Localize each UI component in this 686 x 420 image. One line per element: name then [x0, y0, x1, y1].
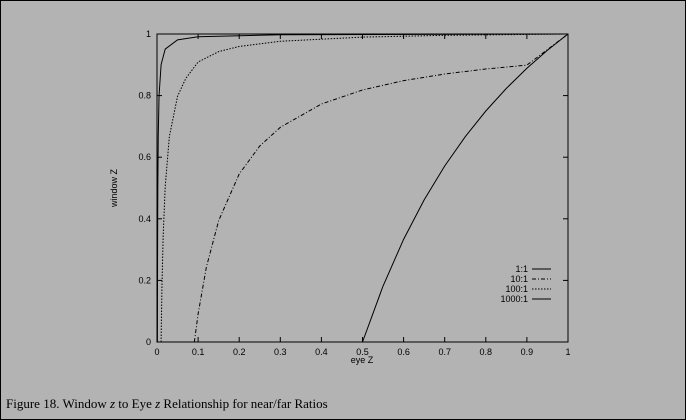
y-tick-label: 0.6 [138, 152, 151, 162]
x-tick-label: 0.1 [192, 347, 205, 357]
x-tick-label: 0.8 [480, 347, 493, 357]
y-tick-label: 0.2 [138, 275, 151, 285]
legend-label: 10:1 [510, 274, 528, 284]
x-axis-ticks: 0 0.1 0.2 0.3 0.4 0.5 0.6 0.7 0.8 0.9 1 [154, 34, 571, 357]
series-line-1000-to-1 [156, 33, 569, 343]
series-layer [156, 33, 569, 343]
x-axis-title: eye Z [351, 355, 374, 365]
y-tick-label: 0.4 [138, 214, 151, 224]
x-tick-label: 0.4 [315, 347, 328, 357]
caption-prefix: Figure 18. Window [6, 396, 110, 411]
x-tick-label: 1 [565, 347, 570, 357]
legend-label: 100:1 [505, 284, 528, 294]
x-tick-label: 0.2 [233, 347, 246, 357]
x-tick-label: 0.3 [274, 347, 287, 357]
x-tick-label: 0.7 [438, 347, 451, 357]
y-tick-label: 0.8 [138, 91, 151, 101]
series-line-1-to-1 [362, 33, 569, 343]
caption-suffix: Relationship for near/far Ratios [160, 396, 328, 411]
caption-var-eye-z: z [155, 396, 161, 411]
series-line-10-to-1 [193, 33, 569, 343]
x-tick-label: 0.6 [397, 347, 410, 357]
y-axis-title: window Z [109, 168, 119, 208]
x-tick-label: 0.5 [356, 347, 369, 357]
x-tick-label: 0 [154, 347, 159, 357]
y-tick-label: 0 [146, 337, 151, 347]
x-tick-label: 0.9 [521, 347, 534, 357]
line-chart: 0 0.1 0.2 0.3 0.4 0.5 0.6 0.7 0.8 0.9 1 0 0.2 0.4 0.6… [109, 29, 571, 365]
figure-caption: Figure 18. Window z to Eye z Relationshi… [6, 396, 328, 412]
caption-var-window-z: z [109, 396, 116, 411]
caption-mid: to Eye [115, 396, 156, 411]
legend-label: 1:1 [515, 264, 528, 274]
legend-label: 1000:1 [500, 294, 528, 304]
y-tick-label: 1 [146, 29, 151, 39]
series-line-100-to-1 [160, 33, 569, 343]
